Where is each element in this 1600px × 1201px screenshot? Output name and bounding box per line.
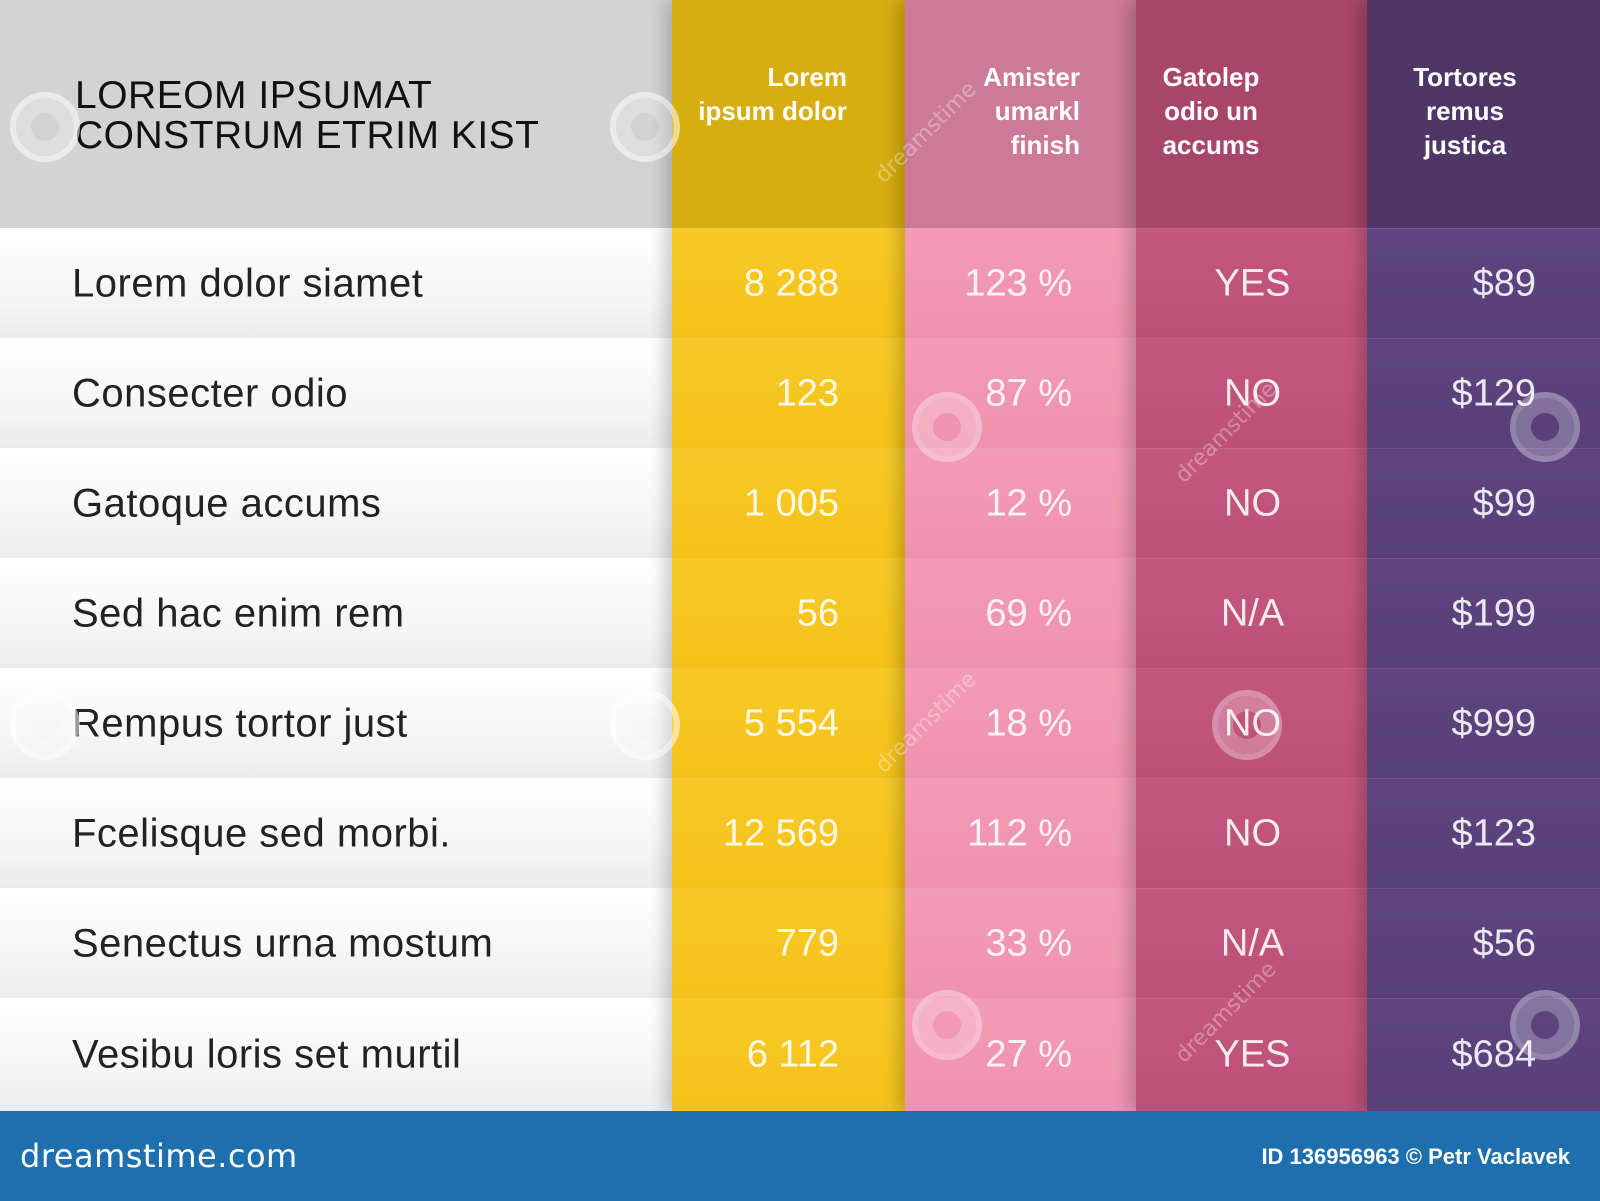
cell-value: 123 % bbox=[964, 262, 1072, 304]
cell-value: 12 % bbox=[985, 482, 1072, 524]
column-4: Tortores remus justica $89 $129 $99 $199… bbox=[1367, 0, 1600, 1111]
cell-value: 5 554 bbox=[743, 702, 839, 744]
comparison-table: LOREOM IPSUMAT CONSTRUM ETRIM KIST Lorem… bbox=[0, 0, 1600, 1111]
cell-value: 123 bbox=[775, 372, 839, 414]
table-cell: 123 bbox=[672, 338, 905, 448]
cell-value: YES bbox=[1214, 1033, 1291, 1076]
cell-value: $123 bbox=[1451, 812, 1536, 854]
cell-value: $999 bbox=[1451, 702, 1536, 744]
table-cell: YES bbox=[1136, 228, 1369, 338]
table-row-label: Fcelisque sed morbi. bbox=[0, 778, 672, 888]
column-header-label: Tortores remus justica bbox=[1413, 62, 1517, 160]
table-cell: 779 bbox=[672, 888, 905, 998]
table-row-label: Consecter odio bbox=[0, 338, 672, 448]
cell-value: 33 % bbox=[985, 922, 1072, 964]
table-cell: 33 % bbox=[905, 888, 1138, 998]
table-row-label: Gatoque accums bbox=[0, 448, 672, 558]
cell-value: 18 % bbox=[985, 702, 1072, 744]
table-cell: 112 % bbox=[905, 778, 1138, 888]
cell-value: $684 bbox=[1451, 1033, 1536, 1076]
table-cell: $199 bbox=[1367, 558, 1600, 668]
table-cell: 12 % bbox=[905, 448, 1138, 558]
table-row-label: Sed hac enim rem bbox=[0, 558, 672, 668]
column-header: Amister umarkl finish bbox=[905, 0, 1138, 228]
table-cell: 1 005 bbox=[672, 448, 905, 558]
table-cell: 87 % bbox=[905, 338, 1138, 448]
column-1: Lorem ipsum dolor 8 288 123 1 005 56 5 5… bbox=[672, 0, 905, 1111]
cell-value: NO bbox=[1224, 812, 1281, 854]
column-header-label: Amister umarkl finish bbox=[983, 62, 1080, 160]
row-label: Gatoque accums bbox=[72, 481, 382, 525]
cell-value: N/A bbox=[1220, 922, 1285, 964]
cell-value: 87 % bbox=[985, 372, 1072, 414]
column-header: Tortores remus justica bbox=[1367, 0, 1600, 228]
row-label: Rempus tortor just bbox=[72, 701, 408, 745]
cell-value: $199 bbox=[1451, 592, 1536, 634]
cell-value: 6 112 bbox=[746, 1033, 839, 1076]
cell-value: NO bbox=[1224, 702, 1281, 744]
row-label: Sed hac enim rem bbox=[72, 591, 405, 635]
table-cell: 12 569 bbox=[672, 778, 905, 888]
table-cell: NO bbox=[1136, 778, 1369, 888]
table-row-label: Vesibu loris set murtil bbox=[0, 998, 672, 1111]
column-header-label: Lorem ipsum dolor bbox=[698, 62, 847, 126]
cell-value: 56 bbox=[796, 592, 839, 634]
row-label: Fcelisque sed morbi. bbox=[72, 811, 452, 855]
cell-value: NO bbox=[1224, 482, 1281, 524]
table-cell: 6 112 bbox=[672, 998, 905, 1111]
table-cell: $89 bbox=[1367, 228, 1600, 338]
table-cell: $684 bbox=[1367, 998, 1600, 1111]
footer-brand: dreamstime.com bbox=[20, 1137, 298, 1175]
cell-value: 69 % bbox=[985, 592, 1072, 634]
table-cell: N/A bbox=[1136, 558, 1369, 668]
table-cell: YES bbox=[1136, 998, 1369, 1111]
table-cell: NO bbox=[1136, 338, 1369, 448]
row-label: Consecter odio bbox=[72, 371, 349, 415]
table-cell: $129 bbox=[1367, 338, 1600, 448]
table-cell: NO bbox=[1136, 668, 1369, 778]
cell-value: N/A bbox=[1220, 592, 1285, 634]
cell-value: 8 288 bbox=[743, 262, 839, 304]
table-cell: $99 bbox=[1367, 448, 1600, 558]
column-header-label: Gatolep odio un accums bbox=[1162, 62, 1260, 160]
table-cell: 123 % bbox=[905, 228, 1138, 338]
table-cell: 56 bbox=[672, 558, 905, 668]
cell-value: $56 bbox=[1472, 922, 1536, 964]
table-row-label: Lorem dolor siamet bbox=[0, 228, 672, 338]
row-label: Senectus urna mostum bbox=[72, 921, 494, 965]
table-cell: $123 bbox=[1367, 778, 1600, 888]
cell-value: 1 005 bbox=[743, 482, 839, 524]
footer-credit: ID 136956963 © Petr Vaclavek bbox=[1261, 1144, 1570, 1169]
cell-value: 27 % bbox=[985, 1033, 1072, 1076]
cell-value: 779 bbox=[775, 922, 839, 964]
cell-value: 112 % bbox=[967, 812, 1072, 854]
table-title: LOREOM IPSUMAT CONSTRUM ETRIM KIST bbox=[75, 74, 540, 157]
cell-value: 12 569 bbox=[722, 812, 839, 854]
row-label-column: LOREOM IPSUMAT CONSTRUM ETRIM KIST Lorem… bbox=[0, 0, 672, 1111]
cell-value: $129 bbox=[1451, 372, 1536, 414]
table-cell: $56 bbox=[1367, 888, 1600, 998]
column-2: Amister umarkl finish 123 % 87 % 12 % 69… bbox=[905, 0, 1138, 1111]
table-cell: $999 bbox=[1367, 668, 1600, 778]
column-3: Gatolep odio un accums YES NO NO N/A NO … bbox=[1136, 0, 1369, 1111]
table-cell: 18 % bbox=[905, 668, 1138, 778]
cell-value: YES bbox=[1214, 262, 1291, 304]
footer-bar: dreamstime.com ID 136956963 © Petr Vacla… bbox=[0, 1111, 1600, 1201]
table-header: LOREOM IPSUMAT CONSTRUM ETRIM KIST bbox=[0, 0, 672, 228]
cell-value: NO bbox=[1224, 372, 1281, 414]
table-cell: 69 % bbox=[905, 558, 1138, 668]
table-cell: NO bbox=[1136, 448, 1369, 558]
table-row-label: Senectus urna mostum bbox=[0, 888, 672, 998]
column-header: Lorem ipsum dolor bbox=[672, 0, 905, 228]
row-label: Vesibu loris set murtil bbox=[72, 1032, 462, 1077]
cell-value: $99 bbox=[1472, 482, 1536, 524]
table-cell: 5 554 bbox=[672, 668, 905, 778]
column-header: Gatolep odio un accums bbox=[1136, 0, 1369, 228]
table-cell: N/A bbox=[1136, 888, 1369, 998]
table-cell: 27 % bbox=[905, 998, 1138, 1111]
table-cell: 8 288 bbox=[672, 228, 905, 338]
cell-value: $89 bbox=[1472, 262, 1536, 304]
table-row-label: Rempus tortor just bbox=[0, 668, 672, 778]
row-label: Lorem dolor siamet bbox=[72, 261, 424, 305]
